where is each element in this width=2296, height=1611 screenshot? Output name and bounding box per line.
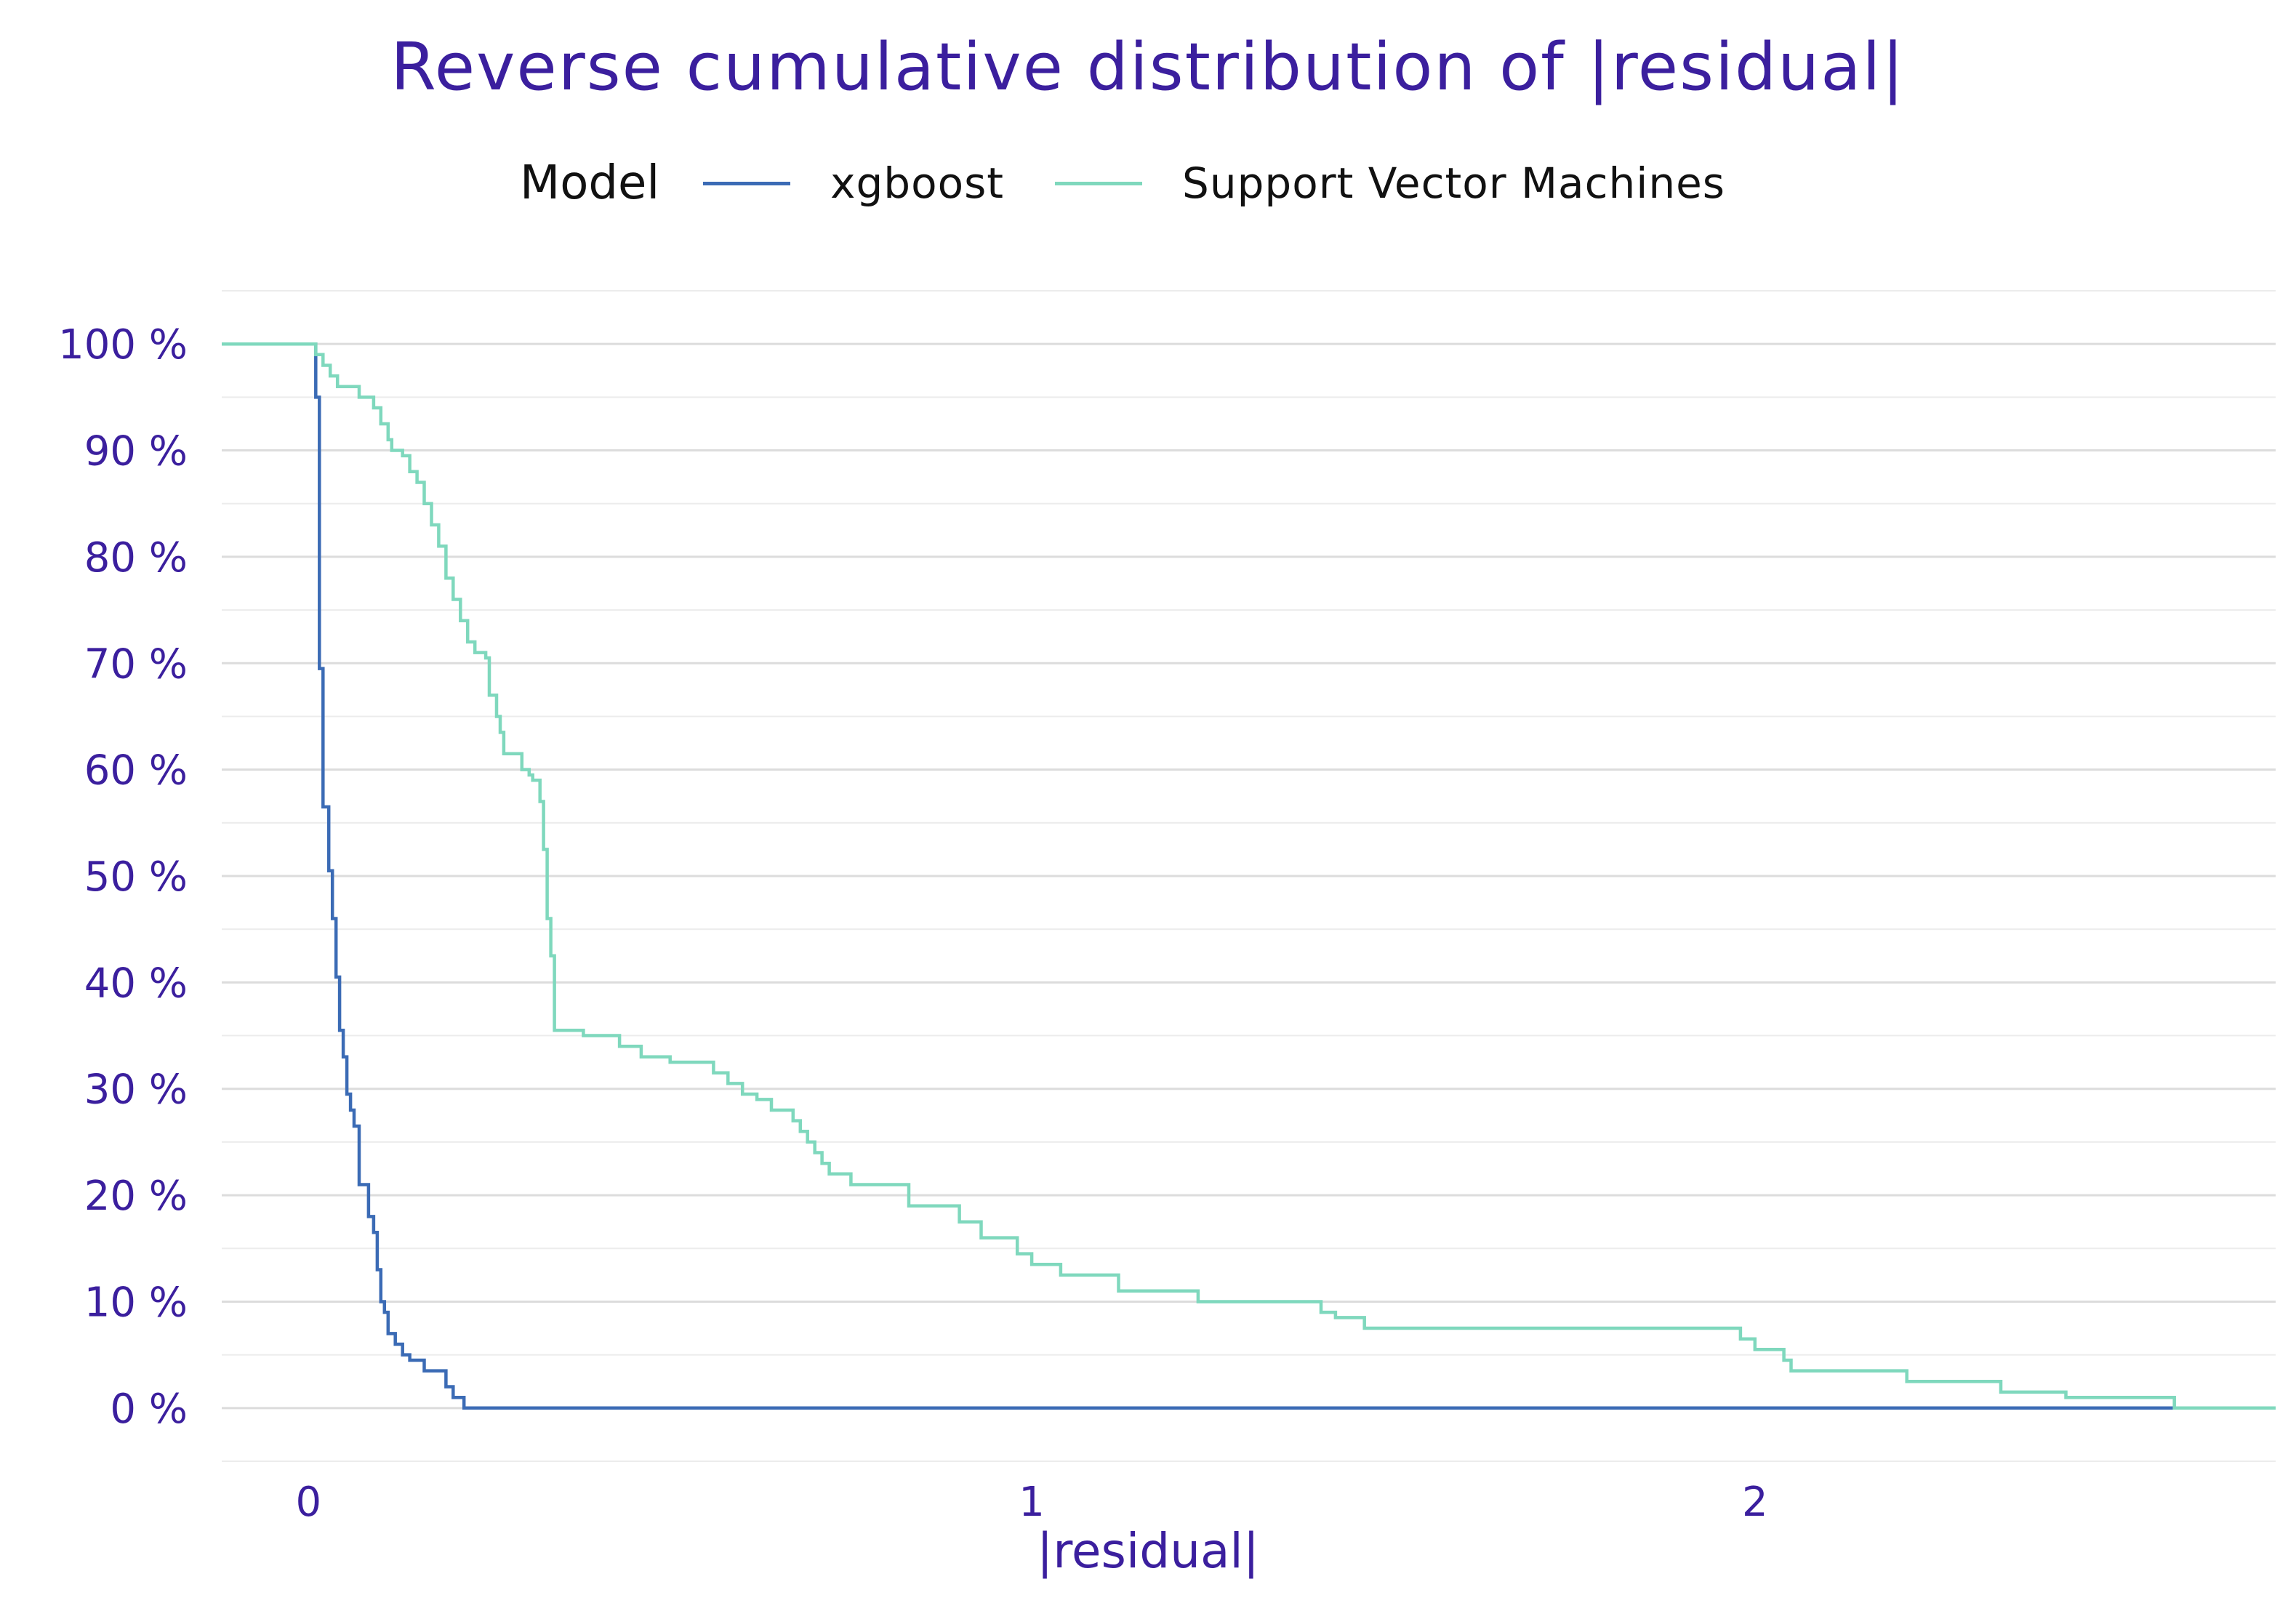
x-tick-label: 1 [1019,1479,1045,1526]
x-axis-label: |residual| [1037,1523,1259,1579]
legend-title: Model [519,156,660,210]
series-lines [222,342,2276,1410]
legend-swatch-svm [1055,181,1143,185]
y-tick-label: 30 % [84,1066,188,1114]
y-tick-label: 90 % [84,428,188,475]
y-axis-ticks: 0 % 10 % 20 % 30 % 40 % 50 % 60 % 70 % 80 % 90 % 1… [58,321,188,1433]
legend-label-svm: Support Vector Machines [1182,158,1726,208]
grid [222,290,2276,1462]
y-tick-label: 10 % [84,1279,188,1326]
y-tick-label: 0 % [110,1386,188,1433]
chart-title: Reverse cumulative distribution of |resi… [390,29,1906,105]
y-tick-label: 100 % [58,321,188,369]
y-tick-label: 70 % [84,640,188,688]
legend-label-xgboost: xgboost [830,158,1005,208]
x-axis-ticks: 0 1 2 [296,1479,1768,1526]
x-tick-label: 0 [296,1479,322,1526]
legend-item-xgboost: xgboost [703,158,1004,208]
legend-swatch-xgboost [703,181,791,185]
y-tick-label: 40 % [84,960,188,1007]
legend-item-svm: Support Vector Machines [1055,158,1725,208]
y-tick-label: 20 % [84,1173,188,1220]
legend: Model xgboost Support Vector Machines [0,156,2296,210]
y-tick-label: 50 % [84,853,188,901]
series-line-xgboost [222,342,2175,1410]
y-tick-label: 80 % [84,534,188,582]
x-tick-label: 2 [1742,1479,1768,1526]
series-line-support-vector-machines [222,342,2276,1410]
y-tick-label: 60 % [84,747,188,795]
